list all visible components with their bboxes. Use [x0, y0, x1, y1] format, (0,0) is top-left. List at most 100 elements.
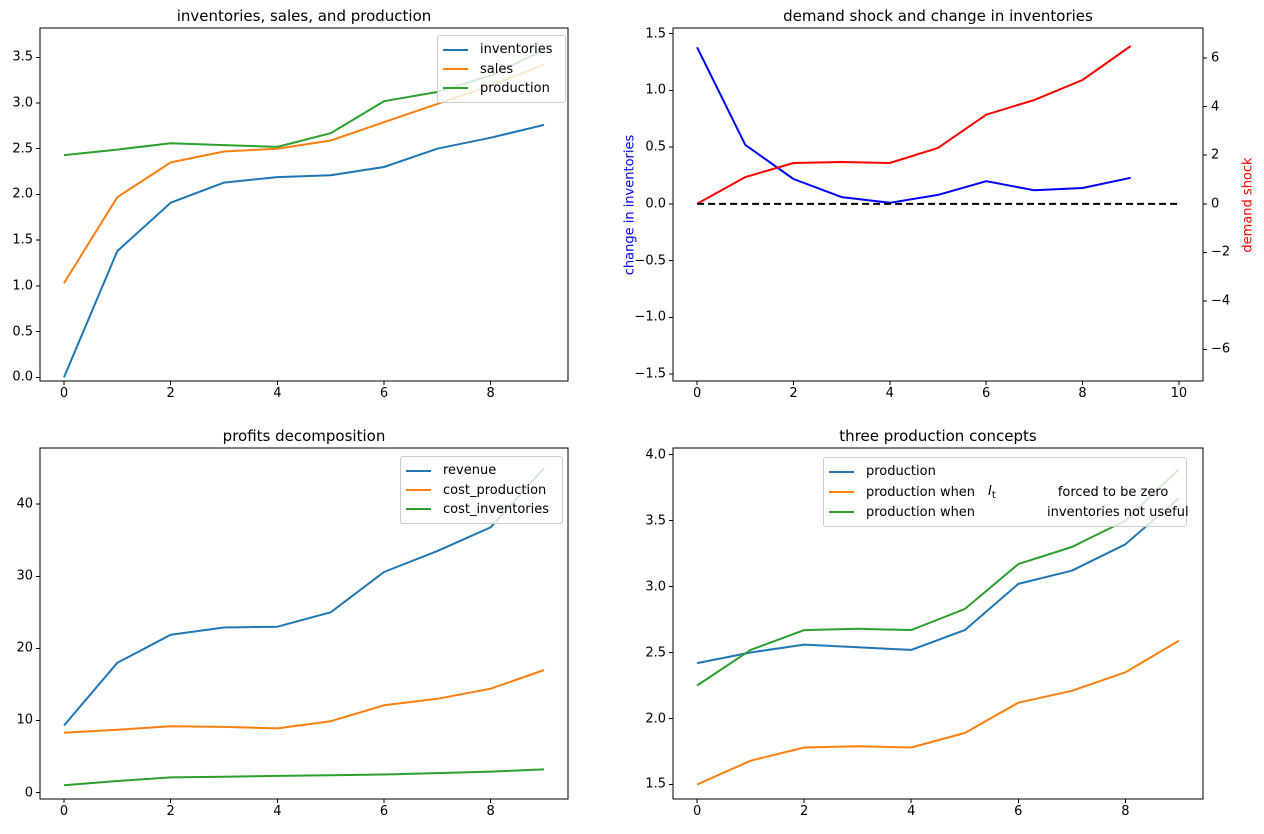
y-tick-label: 0.5	[12, 324, 33, 340]
x-tick-label: 10	[1170, 386, 1188, 401]
y-tick-label: 20	[16, 640, 33, 656]
legend-item: inventories	[443, 42, 557, 57]
chart-title-three-production-concepts: three production concepts	[839, 427, 1037, 445]
y-right-tick-label: −2	[1211, 244, 1231, 260]
legend-line-swatch	[829, 511, 854, 514]
y-tick-label: 3.5	[12, 49, 33, 65]
x-tick-label: 2	[166, 804, 175, 819]
y-tick-label: 1.5	[645, 26, 666, 42]
legend-label: production when	[866, 504, 976, 520]
legend-label: production when	[866, 484, 976, 500]
x-tick-label: 6	[1014, 804, 1023, 819]
x-tick-label: 2	[800, 804, 809, 819]
chart-title-profits-decomposition: profits decomposition	[222, 427, 386, 445]
x-tick-label: 2	[166, 386, 175, 401]
legend-label: inventories	[480, 42, 553, 58]
legend-profits-decomposition: revenue cost_production cost_inventories	[400, 456, 563, 524]
axes-spines-three-production-concepts	[672, 447, 1204, 800]
y-axis-label-left: change in inventories	[622, 134, 638, 275]
y-tick-label: 30	[16, 568, 33, 584]
x-tick-label: 2	[789, 386, 798, 401]
series-line-cost-production	[63, 669, 545, 734]
legend-item: production when It forced to be zero	[829, 484, 1178, 501]
chart-title-demand-shock-and-change-in-inventories: demand shock and change in inventories	[783, 7, 1093, 25]
x-tick-label: 4	[273, 386, 282, 401]
legend-item: cost_production	[406, 483, 554, 498]
y-tick-label: −1.0	[634, 309, 666, 325]
math-subscript: t	[991, 489, 996, 501]
y-tick-label: 1.5	[645, 776, 666, 792]
x-tick-label: 0	[59, 804, 69, 819]
x-tick-label: 8	[486, 804, 495, 819]
x-tick-label: 4	[885, 386, 894, 401]
y-tick-label: 10	[16, 712, 33, 728]
y-tick-label: 2.0	[12, 186, 33, 202]
x-tick-label: 0	[59, 386, 69, 401]
y-right-tick-label: 0	[1211, 196, 1220, 212]
series-line-inventories	[63, 123, 545, 378]
y-tick-label: 0.0	[12, 369, 33, 385]
y-tick-label: 1.0	[645, 82, 666, 98]
y-tick-label: 3.0	[645, 579, 666, 595]
legend-label: revenue	[443, 463, 497, 479]
y-right-tick-label: 6	[1211, 50, 1220, 66]
y-axis-label-right: demand shock	[1240, 156, 1256, 253]
x-tick-label: 6	[982, 386, 991, 401]
x-tick-label: 8	[486, 386, 495, 401]
legend-item: cost_inventories	[406, 502, 554, 517]
y-tick-label: 0.0	[645, 196, 666, 212]
legend-item: production	[829, 464, 1178, 479]
legend-label: production	[480, 80, 550, 96]
legend-line-swatch	[443, 87, 468, 90]
series-line-demand-shock	[696, 45, 1132, 205]
x-tick-label: 6	[379, 804, 389, 819]
legend-inventories-sales-production: inventories sales production	[437, 35, 566, 103]
y-tick-label: −0.5	[634, 253, 666, 269]
y-tick-label: 40	[16, 496, 33, 512]
x-tick-label: 8	[1121, 804, 1130, 819]
series-line-production	[696, 497, 1180, 665]
y-tick-label: 3.0	[12, 95, 33, 111]
math-var: I	[988, 483, 992, 499]
x-tick-label: 0	[692, 804, 702, 819]
axes-spines-demand-shock-and-change-in-inventories	[672, 27, 1204, 382]
x-tick-label: 0	[692, 386, 702, 401]
legend-item: sales	[443, 62, 557, 77]
y-tick-label: 3.5	[645, 513, 666, 529]
y-tick-label: 0	[24, 785, 33, 800]
x-tick-label: 6	[379, 386, 389, 401]
series-line-change-in-inventories	[696, 46, 1131, 204]
legend-label-spacer	[975, 512, 1047, 513]
y-tick-label: 2.5	[12, 141, 33, 157]
y-right-tick-label: −4	[1211, 293, 1231, 309]
y-tick-label: 4.0	[645, 447, 666, 463]
legend-label: inventories not useful	[1047, 504, 1189, 520]
y-right-tick-label: 4	[1211, 99, 1220, 115]
legend-label: production	[866, 464, 936, 480]
x-tick-label: 4	[273, 804, 282, 819]
legend-item: production	[443, 81, 557, 96]
chart-title-inventories-sales-production: inventories, sales, and production	[176, 7, 432, 25]
y-tick-label: 2.0	[645, 711, 666, 726]
x-tick-label: 4	[907, 804, 916, 819]
legend-line-swatch	[443, 68, 468, 70]
series-line-cost-inventories	[63, 768, 545, 787]
series-line-revenue	[63, 467, 545, 727]
legend-label: sales	[480, 61, 514, 77]
axes-spines-profits-decomposition	[39, 447, 569, 800]
y-tick-label: 2.5	[645, 645, 666, 661]
axes-spines-inventories-sales-production	[39, 27, 569, 382]
legend-label-spacer	[996, 492, 1058, 493]
legend-label: forced to be zero	[1057, 484, 1169, 500]
y-right-tick-label: −6	[1211, 341, 1231, 357]
series-line-production-when-inventories-not-useful	[696, 468, 1180, 687]
legend-label-spacer	[975, 492, 988, 493]
y-tick-label: 1.5	[12, 232, 33, 248]
x-tick-label: 8	[1078, 386, 1087, 401]
legend-line-swatch	[829, 470, 854, 473]
legend-line-swatch	[406, 489, 431, 491]
legend-line-swatch	[443, 48, 468, 51]
legend-line-swatch	[406, 469, 431, 472]
